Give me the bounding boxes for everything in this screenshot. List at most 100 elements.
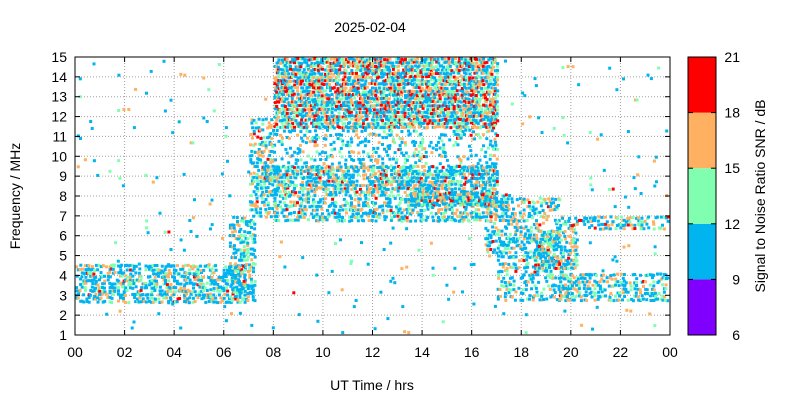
- snr-cell: [132, 264, 136, 268]
- snr-cell: [434, 173, 438, 177]
- snr-cell: [398, 118, 402, 122]
- snr-cell: [513, 225, 517, 229]
- snr-cell: [482, 215, 486, 219]
- snr-cell: [477, 203, 481, 207]
- snr-cell: [298, 190, 301, 194]
- snr-cell: [417, 125, 421, 129]
- snr-cell: [267, 121, 271, 125]
- snr-cell: [498, 229, 502, 233]
- snr-cell: [152, 297, 156, 301]
- snr-cell: [419, 83, 423, 87]
- snr-cell: [287, 101, 291, 105]
- snr-cell: [457, 60, 461, 64]
- snr-cell: [475, 169, 479, 173]
- snr-cell: [397, 193, 401, 197]
- snr-cell: [336, 125, 340, 129]
- snr-cell: [349, 183, 353, 187]
- snr-cell: [409, 82, 412, 86]
- snr-cell: [355, 61, 359, 65]
- snr-cell: [327, 65, 331, 68]
- snr-cell: [403, 218, 407, 222]
- snr-cell: [257, 147, 261, 151]
- snr-cell: [373, 111, 376, 115]
- snr-cell: [312, 90, 316, 94]
- snr-cell: [254, 126, 258, 130]
- snr-cell: [495, 172, 499, 176]
- snr-cell: [264, 140, 268, 144]
- snr-cell: [331, 177, 335, 181]
- snr-cell: [407, 104, 411, 107]
- snr-cell: [463, 182, 467, 186]
- snr-cell: [348, 215, 352, 219]
- snr-cell: [346, 180, 350, 184]
- snr-cell: [135, 278, 139, 282]
- snr-cell: [282, 186, 286, 190]
- snr-cell: [312, 64, 315, 68]
- snr-cell: [184, 271, 188, 275]
- snr-cell: [285, 118, 289, 122]
- snr-cell: [97, 263, 101, 267]
- snr-cell: [350, 208, 354, 212]
- snr-cell: [233, 278, 237, 282]
- snr-cell: [382, 122, 386, 126]
- snr-cell: [160, 289, 164, 293]
- snr-cell: [338, 191, 342, 195]
- snr-cell: [251, 291, 255, 295]
- snr-cell: [483, 86, 487, 90]
- snr-cell: [101, 289, 105, 293]
- snr-cell: [224, 275, 228, 278]
- snr-cell: [396, 189, 400, 193]
- snr-cell: [294, 161, 298, 165]
- snr-cell: [268, 172, 272, 176]
- snr-cell: [301, 100, 305, 104]
- snr-cell: [320, 111, 324, 115]
- snr-cell: [423, 81, 427, 85]
- snr-cell: [290, 154, 294, 158]
- snr-cell: [420, 61, 423, 64]
- snr-cell: [308, 75, 312, 79]
- snr-cell: [475, 89, 479, 93]
- snr-cell: [400, 151, 404, 155]
- snr-cell: [431, 65, 435, 69]
- snr-cell: [416, 108, 420, 112]
- snr-cell: [360, 125, 364, 129]
- snr-cell: [381, 119, 384, 123]
- snr-cell: [348, 111, 352, 115]
- snr-cell: [120, 293, 124, 297]
- snr-cell: [489, 236, 493, 240]
- snr-cell: [322, 111, 325, 115]
- snr-cell: [153, 275, 157, 279]
- snr-cell: [509, 237, 513, 241]
- snr-cell: [344, 93, 348, 97]
- snr-cell: [410, 176, 414, 180]
- snr-cell: [266, 172, 270, 176]
- snr-cell: [106, 275, 110, 278]
- snr-cell: [390, 129, 394, 133]
- snr-cell: [424, 161, 428, 165]
- snr-cell: [282, 129, 286, 133]
- snr-cell: [390, 173, 394, 176]
- snr-cell: [522, 197, 526, 201]
- snr-cell: [355, 133, 359, 137]
- snr-cell: [251, 220, 255, 224]
- snr-cell: [425, 79, 429, 83]
- snr-cell: [101, 282, 105, 286]
- snr-cell: [417, 144, 421, 148]
- snr-cell: [238, 274, 242, 278]
- snr-cell: [474, 104, 478, 108]
- snr-cell: [398, 212, 402, 216]
- snr-cell: [134, 271, 138, 275]
- snr-cell: [184, 297, 188, 300]
- snr-cell: [379, 60, 383, 64]
- snr-cell: [255, 172, 259, 176]
- snr-cell: [392, 100, 396, 104]
- snr-cell: [296, 108, 300, 112]
- snr-cell: [367, 96, 370, 100]
- snr-cell: [301, 110, 305, 114]
- snr-cell: [273, 218, 277, 222]
- snr-cell: [257, 214, 261, 218]
- snr-cell: [455, 67, 459, 71]
- snr-cell: [478, 172, 482, 176]
- snr-cell: [224, 286, 228, 290]
- snr-cell: [306, 85, 310, 89]
